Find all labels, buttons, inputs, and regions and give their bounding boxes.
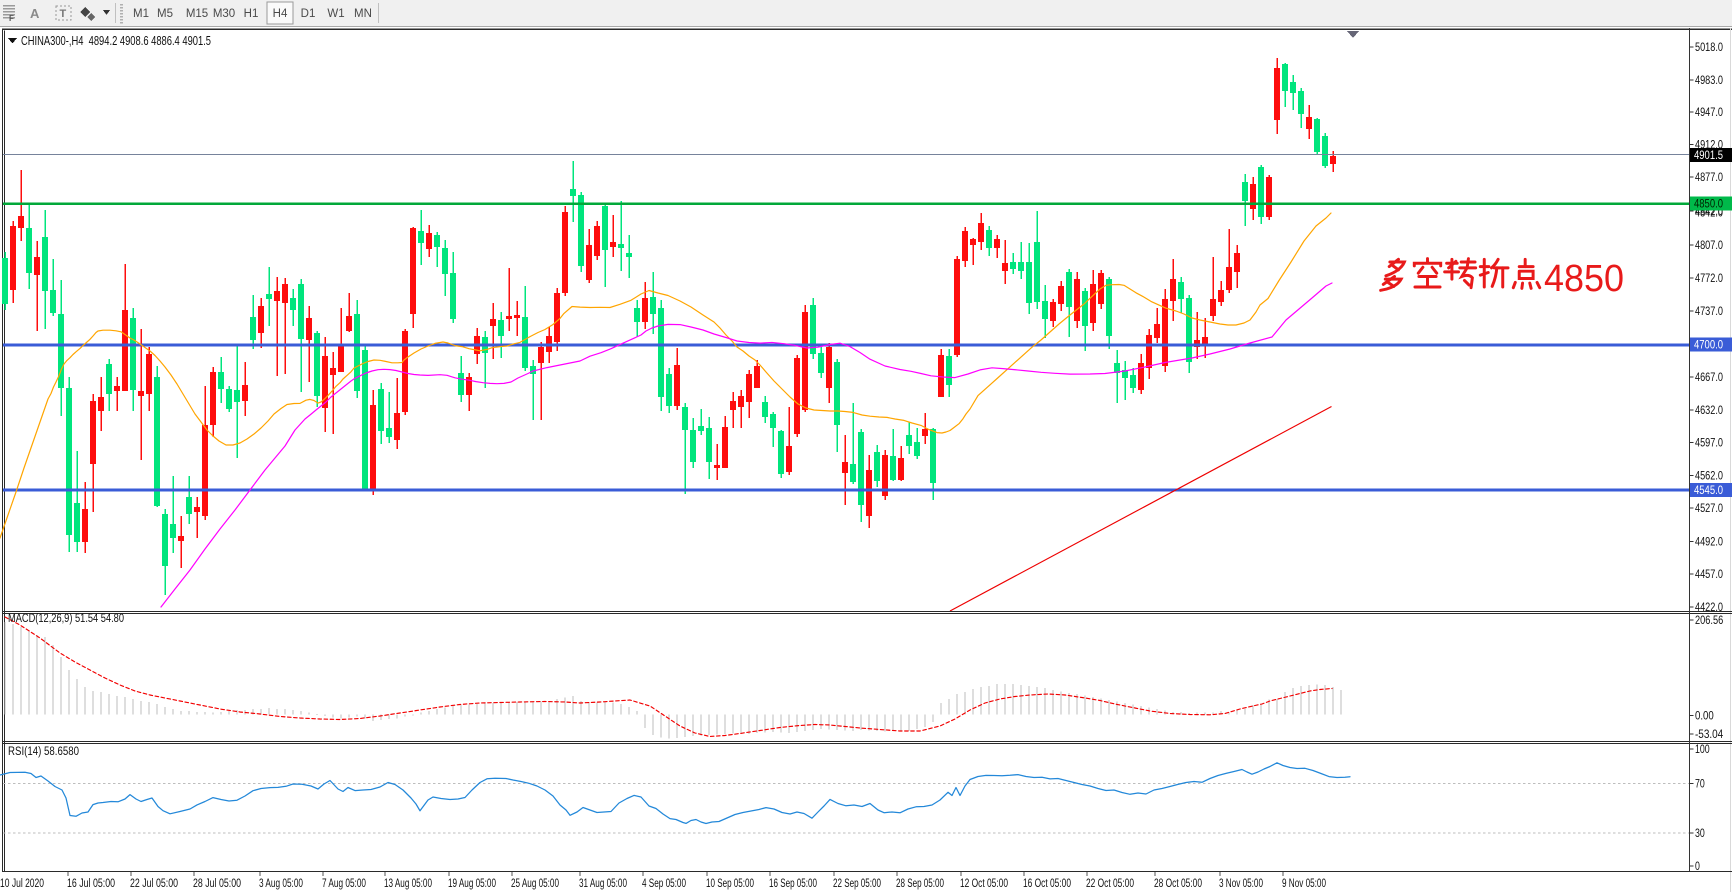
svg-text:4422.0: 4422.0	[1695, 602, 1723, 614]
svg-text:28 Sep 05:00: 28 Sep 05:00	[896, 878, 944, 890]
svg-text:4901.5: 4901.5	[1694, 150, 1723, 162]
svg-text:100: 100	[1695, 744, 1710, 756]
svg-text:4947.0: 4947.0	[1695, 107, 1723, 119]
svg-text:70: 70	[1695, 778, 1705, 790]
svg-text:4807.0: 4807.0	[1695, 240, 1723, 252]
svg-text:-53.04: -53.04	[1695, 729, 1724, 741]
svg-text:10 Jul 2020: 10 Jul 2020	[0, 878, 44, 890]
svg-text:H4: H4	[273, 8, 288, 20]
svg-text:M5: M5	[157, 8, 173, 20]
svg-text:0: 0	[1695, 861, 1700, 873]
svg-text:19 Aug 05:00: 19 Aug 05:00	[448, 878, 496, 890]
svg-text:22 Sep 05:00: 22 Sep 05:00	[833, 878, 881, 890]
svg-text:4597.0: 4597.0	[1695, 438, 1723, 450]
svg-text:3 Aug 05:00: 3 Aug 05:00	[259, 878, 303, 890]
svg-text:A: A	[30, 6, 40, 21]
svg-text:28 Jul 05:00: 28 Jul 05:00	[193, 878, 241, 890]
svg-text:13 Aug 05:00: 13 Aug 05:00	[384, 878, 432, 890]
svg-text:4457.0: 4457.0	[1695, 569, 1723, 581]
svg-text:M1: M1	[133, 8, 149, 20]
svg-text:4667.0: 4667.0	[1695, 372, 1723, 384]
svg-text:5018.0: 5018.0	[1695, 42, 1723, 54]
svg-text:30: 30	[1695, 828, 1705, 840]
svg-text:16 Sep 05:00: 16 Sep 05:00	[769, 878, 817, 890]
svg-text:4562.0: 4562.0	[1695, 471, 1723, 483]
svg-text:9 Nov 05:00: 9 Nov 05:00	[1282, 878, 1326, 890]
svg-text:4492.0: 4492.0	[1695, 537, 1723, 549]
svg-text:MN: MN	[354, 8, 372, 20]
svg-text:4700.0: 4700.0	[1694, 340, 1723, 352]
svg-text:16 Oct 05:00: 16 Oct 05:00	[1023, 878, 1071, 890]
svg-text:D1: D1	[301, 8, 316, 20]
svg-text:4983.0: 4983.0	[1695, 75, 1723, 87]
svg-text:22 Jul 05:00: 22 Jul 05:00	[130, 878, 178, 890]
svg-text:4 Sep 05:00: 4 Sep 05:00	[642, 878, 686, 890]
svg-text:10 Sep 05:00: 10 Sep 05:00	[706, 878, 754, 890]
svg-text:0.00: 0.00	[1695, 711, 1714, 723]
svg-text:22 Oct 05:00: 22 Oct 05:00	[1086, 878, 1134, 890]
svg-text:4772.0: 4772.0	[1695, 273, 1723, 285]
svg-text:31 Aug 05:00: 31 Aug 05:00	[579, 878, 627, 890]
svg-text:T: T	[60, 8, 67, 20]
svg-text:3 Nov 05:00: 3 Nov 05:00	[1219, 878, 1263, 890]
svg-text:MACD(12,26,9) 51.54 54.80: MACD(12,26,9) 51.54 54.80	[8, 613, 124, 625]
svg-text:4850: 4850	[1544, 258, 1624, 300]
svg-text:4850.0: 4850.0	[1694, 199, 1723, 211]
svg-text:4545.0: 4545.0	[1694, 485, 1723, 497]
svg-text:28 Oct 05:00: 28 Oct 05:00	[1154, 878, 1202, 890]
svg-text:25 Aug 05:00: 25 Aug 05:00	[511, 878, 559, 890]
svg-text:4527.0: 4527.0	[1695, 503, 1723, 515]
svg-text:M15: M15	[186, 8, 208, 20]
svg-text:206.56: 206.56	[1695, 615, 1723, 627]
svg-text:F: F	[9, 14, 14, 23]
svg-text:CHINA300-,H4 4894.2 4908.6 48: CHINA300-,H4 4894.2 4908.6 4886.4 4901.5	[21, 34, 211, 48]
svg-text:16 Jul 05:00: 16 Jul 05:00	[67, 878, 115, 890]
svg-text:12 Oct 05:00: 12 Oct 05:00	[960, 878, 1008, 890]
svg-text:M30: M30	[213, 8, 235, 20]
svg-text:4632.0: 4632.0	[1695, 405, 1723, 417]
svg-text:W1: W1	[327, 8, 344, 20]
svg-text:4737.0: 4737.0	[1695, 306, 1723, 318]
svg-text:RSI(14) 58.6580: RSI(14) 58.6580	[8, 746, 79, 758]
svg-text:4877.0: 4877.0	[1695, 172, 1723, 184]
svg-text:H1: H1	[244, 8, 259, 20]
svg-text:7 Aug 05:00: 7 Aug 05:00	[322, 878, 366, 890]
